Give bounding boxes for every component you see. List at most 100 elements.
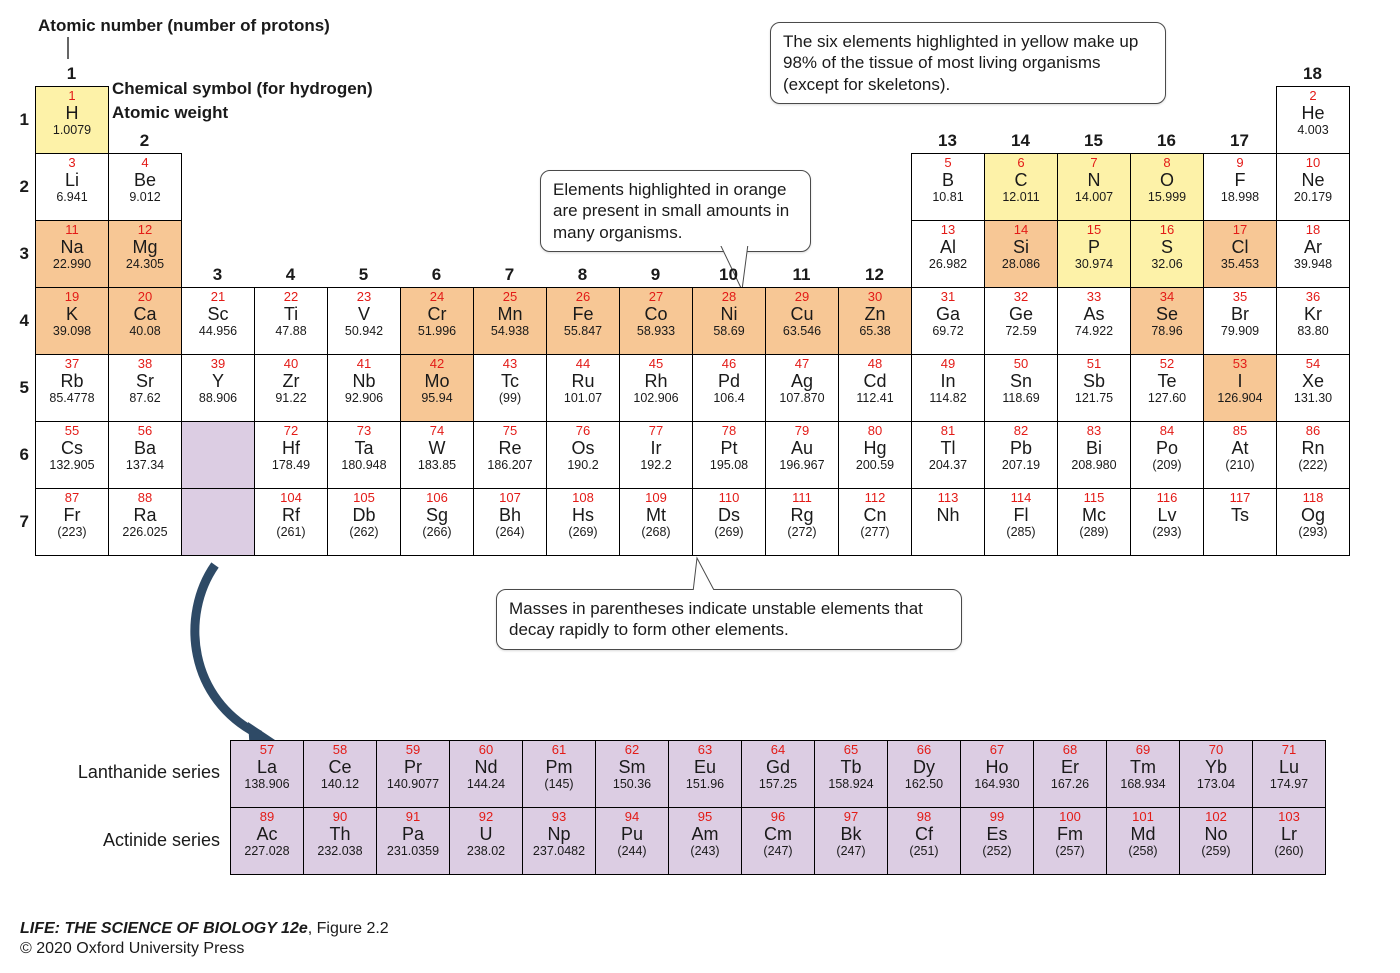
element-cell-Po: 84Po(209)	[1130, 421, 1204, 489]
atomic-weight: 196.967	[766, 458, 838, 472]
atomic-number: 74	[401, 424, 473, 439]
atomic-weight: 173.04	[1180, 777, 1252, 791]
atomic-number: 106	[401, 491, 473, 506]
atomic-weight: (266)	[401, 525, 473, 539]
atomic-weight: (262)	[328, 525, 400, 539]
atomic-weight: 92.906	[328, 391, 400, 405]
atomic-number: 96	[742, 810, 814, 825]
atomic-number: 2	[1277, 89, 1349, 104]
atomic-number: 19	[36, 290, 108, 305]
atomic-number: 16	[1131, 223, 1203, 238]
element-cell-U: 92U238.02	[449, 807, 523, 875]
atomic-weight: 102.906	[620, 391, 692, 405]
periodic-table-figure: Atomic number (number of protons) Chemic…	[0, 0, 1400, 973]
atomic-weight: 162.50	[888, 777, 960, 791]
chemical-symbol: Gd	[742, 757, 814, 778]
callout-yellow: The six elements highlighted in yellow m…	[770, 22, 1166, 104]
atomic-number: 25	[474, 290, 546, 305]
period-label-1: 1	[11, 110, 29, 130]
atomic-number: 66	[888, 743, 960, 758]
atomic-number: 77	[620, 424, 692, 439]
chemical-symbol: Fm	[1034, 824, 1106, 845]
citation-title: LIFE: THE SCIENCE OF BIOLOGY 12e	[20, 920, 308, 937]
atomic-weight: 107.870	[766, 391, 838, 405]
element-cell-Sr: 38Sr87.62	[108, 354, 182, 422]
atomic-number: 72	[255, 424, 327, 439]
atomic-weight: 157.25	[742, 777, 814, 791]
atomic-weight: 24.305	[109, 257, 181, 271]
chemical-symbol: Ge	[985, 304, 1057, 325]
chemical-symbol: Br	[1204, 304, 1276, 325]
chemical-symbol: Md	[1107, 824, 1179, 845]
atomic-number: 39	[182, 357, 254, 372]
element-cell-In: 49In114.82	[911, 354, 985, 422]
atomic-number: 107	[474, 491, 546, 506]
chemical-symbol: Fr	[36, 505, 108, 526]
element-cell-Fm: 100Fm(257)	[1033, 807, 1107, 875]
atomic-number: 112	[839, 491, 911, 506]
atomic-number: 68	[1034, 743, 1106, 758]
atomic-number: 6	[985, 156, 1057, 171]
element-cell-Ag: 47Ag107.870	[765, 354, 839, 422]
atomic-number: 8	[1131, 156, 1203, 171]
chemical-symbol: Hs	[547, 505, 619, 526]
atomic-number: 57	[231, 743, 303, 758]
element-cell-Cd: 48Cd112.41	[838, 354, 912, 422]
chemical-symbol: Ca	[109, 304, 181, 325]
element-cell-Pr: 59Pr140.9077	[376, 740, 450, 808]
element-cell-W: 74W183.85	[400, 421, 474, 489]
atomic-number: 12	[109, 223, 181, 238]
atomic-weight: (257)	[1034, 844, 1106, 858]
atomic-number: 26	[547, 290, 619, 305]
element-cell-Ca: 20Ca40.08	[108, 287, 182, 355]
element-cell-Fl: 114Fl(285)	[984, 488, 1058, 556]
atomic-number: 67	[961, 743, 1033, 758]
atomic-number: 91	[377, 810, 449, 825]
atomic-weight: (258)	[1107, 844, 1179, 858]
element-cell-Cm: 96Cm(247)	[741, 807, 815, 875]
element-cell-Hs: 108Hs(269)	[546, 488, 620, 556]
chemical-symbol: Th	[304, 824, 376, 845]
element-cell-Cl: 17Cl35.453	[1203, 220, 1277, 288]
chemical-symbol: Rh	[620, 371, 692, 392]
atomic-number: 44	[547, 357, 619, 372]
element-cell-At: 85At(210)	[1203, 421, 1277, 489]
atomic-weight: 238.02	[450, 844, 522, 858]
chemical-symbol: Xe	[1277, 371, 1349, 392]
atomic-number: 100	[1034, 810, 1106, 825]
atomic-weight: 88.906	[182, 391, 254, 405]
atomic-number: 62	[596, 743, 668, 758]
element-cell-Li: 3Li6.941	[35, 153, 109, 221]
chemical-symbol: Ds	[693, 505, 765, 526]
atomic-number: 80	[839, 424, 911, 439]
element-cell-Au: 79Au196.967	[765, 421, 839, 489]
atomic-number: 28	[693, 290, 765, 305]
atomic-number: 17	[1204, 223, 1276, 238]
chemical-symbol: Sc	[182, 304, 254, 325]
group-label-9: 9	[619, 265, 692, 285]
atomic-weight: 231.0359	[377, 844, 449, 858]
chemical-symbol: Ba	[109, 438, 181, 459]
atomic-weight: 44.956	[182, 324, 254, 338]
atomic-number: 76	[547, 424, 619, 439]
chemical-symbol: Db	[328, 505, 400, 526]
group-label-16: 16	[1130, 131, 1203, 151]
chemical-symbol: Nd	[450, 757, 522, 778]
chemical-symbol: O	[1131, 170, 1203, 191]
atomic-weight: 140.9077	[377, 777, 449, 791]
chemical-symbol: Rg	[766, 505, 838, 526]
element-cell-F: 9F18.998	[1203, 153, 1277, 221]
chemical-symbol: Ag	[766, 371, 838, 392]
chemical-symbol: Bi	[1058, 438, 1130, 459]
chemical-symbol: B	[912, 170, 984, 191]
atomic-number: 60	[450, 743, 522, 758]
element-cell-As: 33As74.922	[1057, 287, 1131, 355]
atomic-weight: (285)	[985, 525, 1057, 539]
element-cell-Sg: 106Sg(266)	[400, 488, 474, 556]
element-cell-Nb: 41Nb92.906	[327, 354, 401, 422]
atomic-number: 56	[109, 424, 181, 439]
element-cell-Kr: 36Kr83.80	[1276, 287, 1350, 355]
atomic-number: 47	[766, 357, 838, 372]
atomic-weight: 126.904	[1204, 391, 1276, 405]
chemical-symbol: Se	[1131, 304, 1203, 325]
